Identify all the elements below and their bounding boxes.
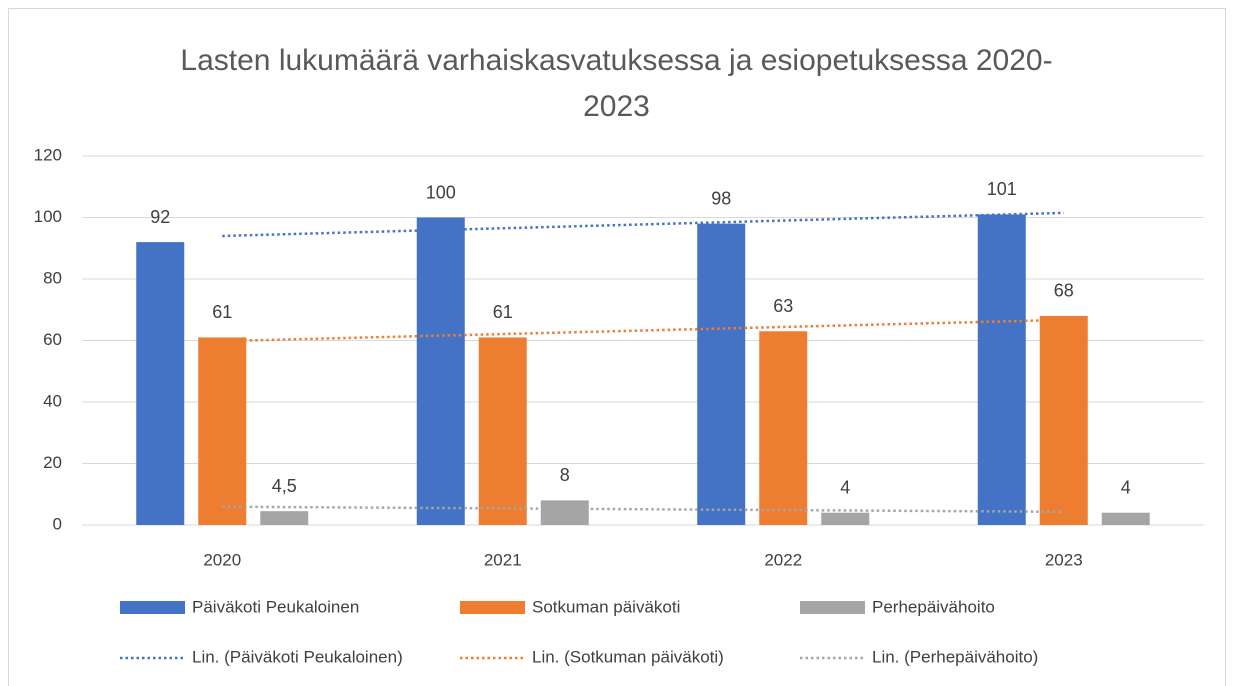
bar (260, 511, 309, 525)
data-label: 61 (212, 302, 232, 322)
data-label: 101 (987, 179, 1017, 199)
data-label: 61 (493, 302, 513, 322)
data-label: 68 (1054, 281, 1074, 301)
y-tick-label: 100 (34, 207, 62, 226)
data-label: 92 (150, 207, 170, 227)
trendline (222, 318, 1064, 343)
legend-swatch (460, 601, 525, 614)
bar (416, 217, 465, 525)
bar (1039, 315, 1088, 525)
x-tick-label: 2020 (203, 550, 241, 569)
y-tick-label: 60 (43, 330, 62, 349)
data-label: 8 (560, 465, 570, 485)
chart-frame (8, 8, 1226, 686)
y-tick-label: 0 (53, 514, 62, 533)
bar (821, 512, 870, 525)
bar (198, 337, 247, 525)
data-label: 4 (1121, 477, 1131, 497)
bar (759, 331, 808, 525)
legend-swatch (120, 601, 185, 614)
y-tick-label: 40 (43, 391, 62, 410)
y-tick-label: 80 (43, 268, 62, 287)
bar (1101, 512, 1150, 525)
legend-label: Lin. (Perhepäivähoito) (872, 647, 1038, 666)
legend-swatch (800, 601, 865, 614)
bar (697, 223, 746, 525)
x-tick-label: 2021 (484, 550, 522, 569)
data-label: 4 (840, 477, 850, 497)
y-tick-label: 120 (34, 145, 62, 164)
data-label: 100 (426, 182, 456, 202)
x-tick-label: 2023 (1045, 550, 1083, 569)
legend-label: Lin. (Päiväkoti Peukaloinen) (192, 647, 403, 666)
legend-label: Sotkuman päiväkoti (532, 597, 680, 616)
data-label: 98 (711, 188, 731, 208)
data-label: 63 (773, 296, 793, 316)
bar (136, 242, 185, 525)
y-tick-label: 20 (43, 453, 62, 472)
data-label: 4,5 (272, 476, 297, 496)
legend-label: Päiväkoti Peukaloinen (192, 597, 359, 616)
chart-title: Lasten lukumäärä varhaiskasvatuksessa ja… (180, 44, 1053, 123)
bar (540, 500, 589, 525)
x-tick-label: 2022 (764, 550, 802, 569)
bar (977, 214, 1026, 526)
legend-label: Lin. (Sotkuman päiväkoti) (532, 647, 724, 666)
legend-label: Perhepäivähoito (872, 597, 995, 616)
trendline (222, 505, 1064, 514)
trendline (222, 211, 1064, 238)
bar (478, 337, 527, 525)
